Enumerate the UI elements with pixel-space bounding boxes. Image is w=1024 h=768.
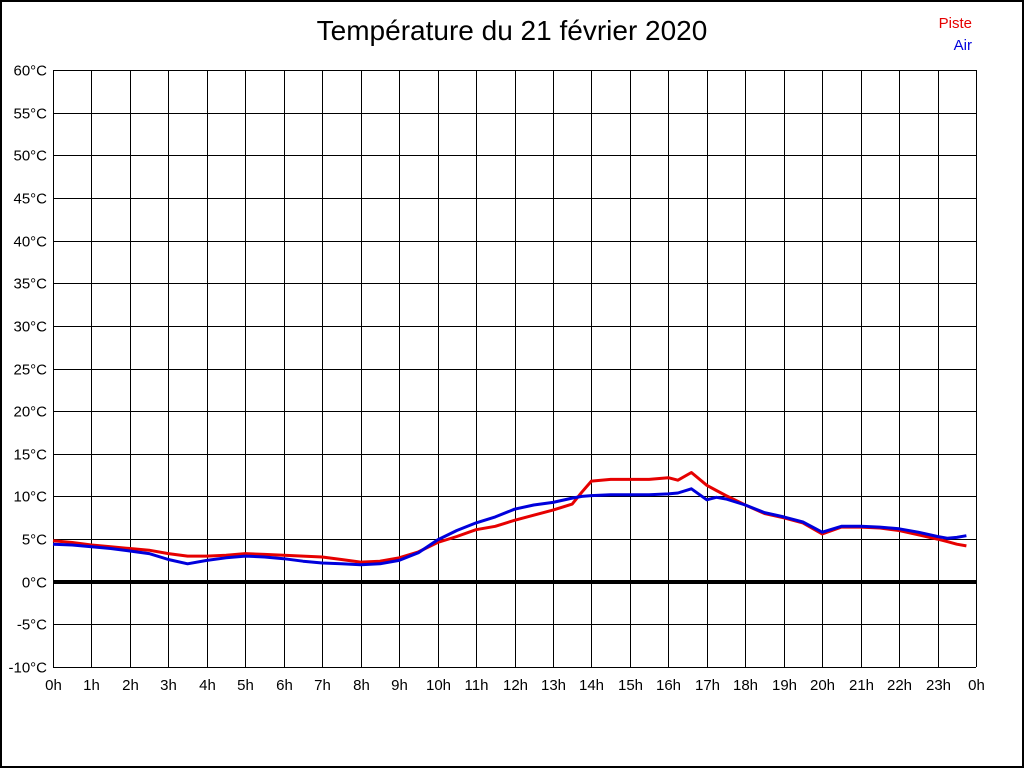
chart-title: Température du 21 février 2020: [316, 15, 708, 46]
y-axis-tick-label: 45°C: [13, 191, 47, 208]
y-axis-tick-label: 50°C: [13, 148, 47, 165]
legend-item-piste: Piste: [938, 15, 972, 32]
x-axis-tick-label: 11h: [465, 677, 489, 694]
x-axis-tick-label: 19h: [772, 677, 797, 694]
y-axis-tick-label: 30°C: [13, 319, 47, 336]
y-axis-tick-label: 25°C: [13, 362, 47, 379]
y-axis-tick-label: 40°C: [13, 234, 47, 251]
series-line-air: [52, 487, 967, 567]
series-line-piste: [52, 471, 967, 564]
x-axis-tick-label: 5h: [237, 677, 254, 694]
x-axis-tick-label: 1h: [83, 677, 100, 694]
x-axis-tick-label: 14h: [579, 677, 604, 694]
y-axis-tick-label: 0°C: [22, 575, 47, 592]
x-axis-tick-label: 2h: [122, 677, 139, 694]
y-axis-tick-label: 55°C: [13, 106, 47, 123]
x-axis-tick-label: 0h: [968, 677, 985, 694]
y-axis-tick-label: 20°C: [13, 404, 47, 421]
x-axis-tick-label: 10h: [426, 677, 451, 694]
x-axis-tick-label: 6h: [276, 677, 293, 694]
x-axis-tick-label: 21h: [849, 677, 874, 694]
x-axis-tick-label: 8h: [353, 677, 370, 694]
x-axis-tick-label: 0h: [45, 677, 62, 694]
y-axis-tick-label: 5°C: [22, 532, 47, 549]
y-axis-tick-label: -10°C: [8, 660, 47, 677]
x-axis-tick-label: 12h: [503, 677, 528, 694]
x-axis-tick-label: 16h: [656, 677, 681, 694]
y-axis-tick-label: 60°C: [13, 63, 47, 80]
x-axis-tick-label: 13h: [541, 677, 566, 694]
x-axis-tick-label: 23h: [926, 677, 951, 694]
x-axis-tick-label: 3h: [160, 677, 177, 694]
x-axis-tick-label: 20h: [810, 677, 835, 694]
x-axis-tick-label: 22h: [887, 677, 912, 694]
legend: Piste Air: [939, 13, 972, 57]
y-axis-tick-label: 10°C: [13, 489, 47, 506]
y-axis-tick-label: -5°C: [17, 617, 47, 634]
x-axis-tick-label: 7h: [314, 677, 331, 694]
x-axis-tick-label: 15h: [618, 677, 643, 694]
x-axis-tick-label: 9h: [391, 677, 408, 694]
x-axis-tick-label: 17h: [695, 677, 720, 694]
legend-item-air: Air: [953, 37, 972, 54]
x-axis-tick-label: 4h: [199, 677, 216, 694]
y-axis-tick-label: 15°C: [13, 447, 47, 464]
x-axis-tick-label: 18h: [733, 677, 758, 694]
y-axis-tick-label: 35°C: [13, 276, 47, 293]
grid: [53, 70, 977, 668]
